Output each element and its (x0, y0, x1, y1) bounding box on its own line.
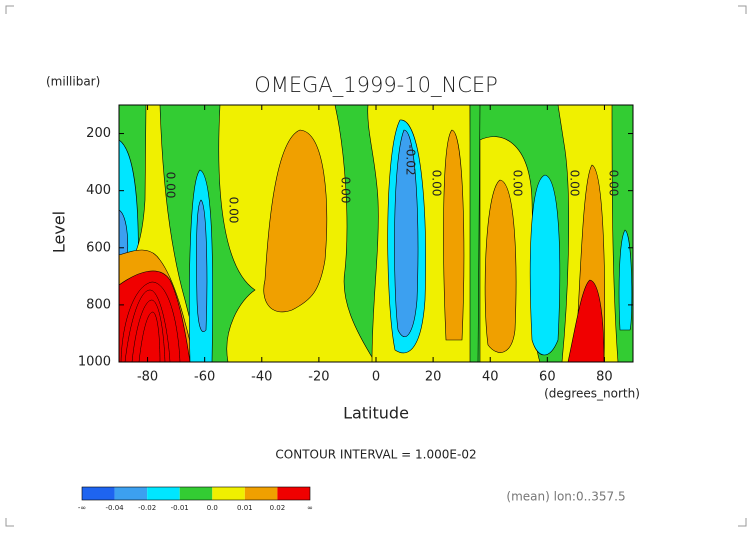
y-unit: (millibar) (46, 75, 100, 89)
contour-label: 0.00 (511, 170, 525, 197)
x-unit: (degrees_north) (544, 387, 640, 401)
contour-label: 0.00 (607, 170, 621, 197)
colorbar-label: -0.01 (171, 504, 189, 512)
axes: -80 -60 -40 -20 0 20 40 60 80 200 400 600 800 1000 0.0… (78, 105, 633, 512)
x-tick-label: -80 (137, 370, 158, 385)
colorbar-label: 0.01 (237, 504, 253, 512)
x-tick-label: 60 (539, 370, 556, 385)
y-tick-label: 200 (86, 126, 111, 141)
colorbar-swatch (277, 487, 310, 500)
colorbar-swatch (212, 487, 245, 500)
y-tick-label: 800 (86, 297, 111, 312)
region (196, 199, 208, 332)
x-tick-label: -60 (194, 370, 215, 385)
colorbar-frame (81, 486, 311, 501)
x-tick-label: -40 (251, 370, 272, 385)
contour-label: 0.00 (164, 172, 178, 199)
colorbar-label: -0.04 (106, 504, 125, 512)
region (484, 179, 517, 353)
footnote: (mean) lon:0..357.5 (506, 490, 625, 504)
region (119, 270, 191, 362)
region (567, 279, 605, 362)
contour-label: 0.00 (568, 170, 582, 197)
colorbar-label: -∞ (78, 504, 86, 512)
colorbar-swatch (114, 487, 148, 500)
colorbar-swatch (147, 487, 180, 500)
y-axis-label: Level (50, 211, 69, 253)
region (394, 129, 419, 337)
colorbar-swatch (244, 487, 278, 500)
y-tick-label: 1000 (78, 355, 111, 370)
colorbar-label: 0.02 (270, 504, 286, 512)
colorbar-label: 0.0 (207, 504, 218, 512)
contour-label: 0.00 (227, 197, 241, 224)
region (529, 174, 561, 356)
region (263, 129, 328, 313)
contour-label: -0.02 (404, 144, 418, 175)
colorbar-swatch (179, 487, 213, 500)
corner-marks (5, 5, 747, 527)
colorbar-label: ∞ (307, 504, 313, 512)
colorbar-swatch (82, 487, 115, 500)
region (443, 129, 465, 341)
y-tick-label: 600 (86, 240, 111, 255)
annotation: CONTOUR INTERVAL = 1.000E-02 (275, 448, 476, 462)
x-tick-label: 20 (425, 370, 442, 385)
y-tick-label: 400 (86, 183, 111, 198)
x-tick-label: 80 (596, 370, 613, 385)
x-axis-label: Latitude (343, 404, 409, 423)
contour-label: 0.00 (339, 177, 353, 204)
colorbar-label: -0.02 (138, 504, 156, 512)
x-tick-label: 0 (372, 370, 380, 385)
contour-label: 0.00 (430, 170, 444, 197)
contour-field (119, 105, 633, 362)
x-tick-label: 40 (482, 370, 499, 385)
x-tick-label: -20 (308, 370, 329, 385)
region (469, 105, 481, 362)
chart-title: OMEGA_1999-10_NCEP (254, 73, 498, 97)
